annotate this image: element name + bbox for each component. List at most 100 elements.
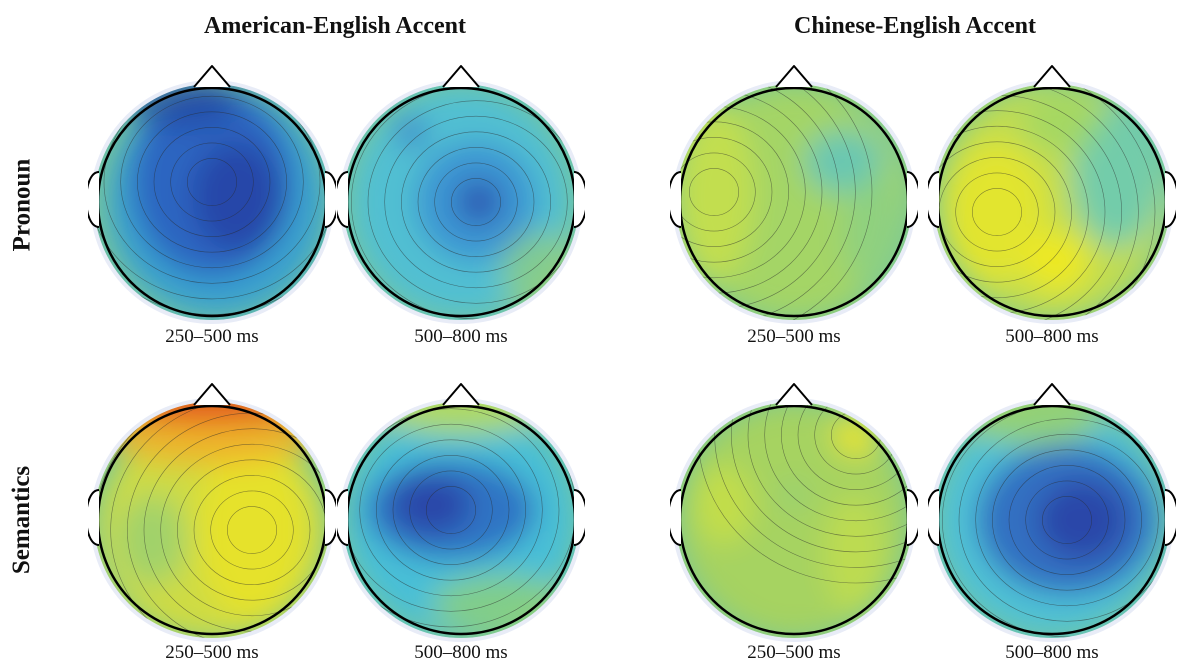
topomap-svg [670,383,918,642]
left-ear-icon [670,171,682,228]
contour-line [764,402,912,522]
contour-line [781,402,912,506]
contour-line [689,168,739,216]
contour-line [343,408,560,612]
caption-semantics-american-250-500: 250–500 ms [165,642,259,663]
nose-icon [193,383,231,406]
contour-line [676,84,873,320]
potential-region [391,475,471,535]
topomap-pronoun-american-250-500 [88,62,336,324]
nose-icon [442,65,480,88]
row-label-pronoun: Pronoun [0,70,44,340]
contour-line [417,147,535,257]
topomap-pronoun-american-500-800 [337,62,585,324]
right-ear-icon [906,489,918,546]
left-ear-icon [928,171,940,228]
topomap-svg [337,65,585,324]
potential-region [844,172,904,292]
contour-line [137,111,287,253]
topomap-semantics-chinese-500-800 [928,380,1176,642]
right-ear-icon [324,171,336,228]
caption-pronoun-chinese-250-500: 250–500 ms [747,326,841,347]
topomap-svg [88,65,336,324]
contour-line [676,137,773,247]
topomap-semantics-chinese-250-500 [670,380,918,642]
potential-region [962,402,1102,445]
left-ear-icon [670,489,682,546]
potential-region [117,402,307,424]
left-ear-icon [337,171,349,228]
topomap-svg [337,383,585,642]
contour-line [367,100,579,304]
contour-line [714,402,912,568]
potential-region [381,402,541,435]
contour-line [958,418,1170,622]
caption-pronoun-chinese-500-800: 500–800 ms [1005,326,1099,347]
topomap-semantics-american-500-800 [337,380,585,642]
row-label-semantics: Semantics [0,385,44,655]
contour-line [934,84,1156,320]
topomap-svg [670,65,918,324]
contour-line [409,470,493,550]
right-ear-icon [573,171,585,228]
potential-region [1022,92,1102,152]
contour-line [401,131,551,273]
topomap-svg [928,65,1176,324]
contour-line [227,506,277,554]
contour-line [676,152,756,232]
contour-line [392,455,510,565]
contour-line [1042,496,1092,544]
contour-line [160,443,330,617]
contour-line [120,95,304,269]
right-ear-icon [1164,489,1176,546]
topomap-svg [928,383,1176,642]
right-ear-icon [1164,171,1176,228]
left-ear-icon [88,171,100,228]
caption-pronoun-american-250-500: 250–500 ms [165,326,259,347]
potential-region [197,440,307,620]
contour-line [426,486,476,534]
potential-region [397,118,425,146]
nose-icon [1033,65,1071,88]
nose-icon [442,383,480,406]
row-label-pronoun-text: Pronoun [8,158,36,252]
potential-region [780,481,808,509]
contour-line [384,115,568,289]
caption-semantics-american-500-800: 500–800 ms [414,642,508,663]
contour-line [170,142,254,222]
nose-icon [775,65,813,88]
contour-line [94,84,330,300]
nose-icon [775,383,813,406]
potential-region [824,495,884,615]
group-title-american: American-English Accent [204,13,466,39]
contour-line [934,125,1089,299]
topomap-pronoun-chinese-500-800 [928,62,1176,324]
potential-region [1025,232,1089,292]
contour-line [376,439,526,581]
contour-line [359,423,543,597]
potential-region [117,495,187,585]
right-ear-icon [906,171,918,228]
left-ear-icon [337,489,349,546]
contour-line [210,490,294,570]
potential-region [1072,107,1162,247]
right-ear-icon [324,489,336,546]
right-ear-icon [573,489,585,546]
potential-region [947,142,1047,282]
contour-line [110,402,330,638]
contour-line [1008,465,1126,575]
left-ear-icon [88,489,100,546]
potential-region [192,142,282,252]
caption-pronoun-american-500-800: 500–800 ms [414,326,508,347]
left-ear-icon [928,489,940,546]
caption-semantics-chinese-500-800: 500–800 ms [1005,642,1099,663]
potential-region [457,180,501,224]
contour-line [451,178,501,226]
potential-region [694,465,754,545]
contour-line [747,402,912,537]
contour-line [934,84,1139,320]
contour-line [1025,480,1109,560]
contour-line [676,84,856,320]
contour-line [934,141,1072,283]
topomap-semantics-american-250-500 [88,380,336,642]
